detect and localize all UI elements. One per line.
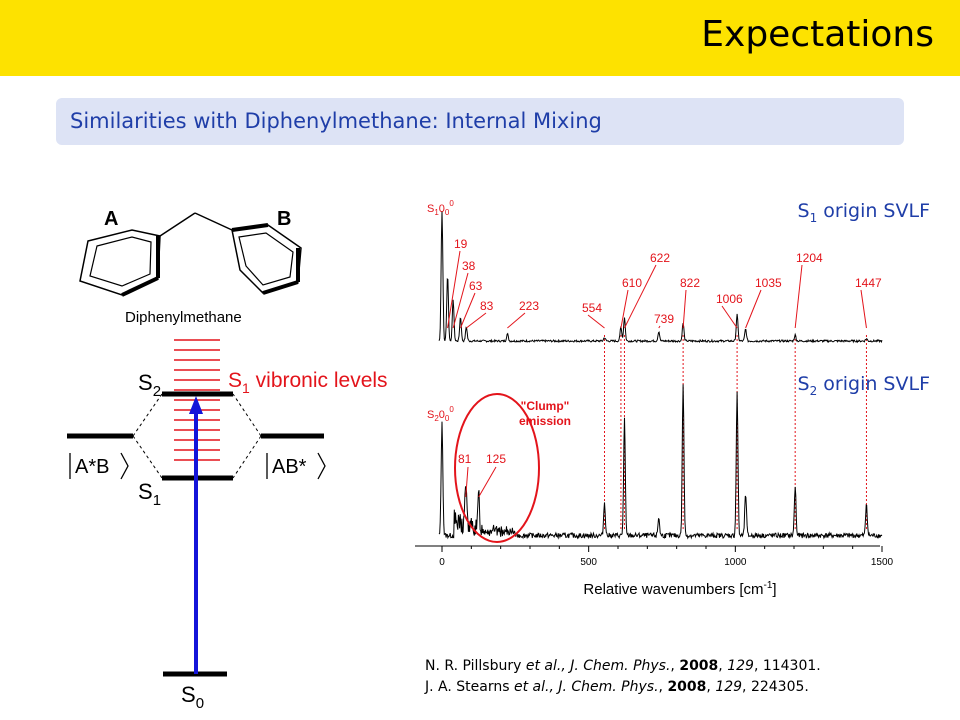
peak-label-connector <box>466 312 487 329</box>
peak-label-connector <box>507 312 526 329</box>
peak-label-connector <box>465 466 469 498</box>
peak-label-connector <box>721 305 738 329</box>
correlation-lines <box>132 393 262 479</box>
peak-label: 38 <box>462 259 476 273</box>
s1-svlf-label: S1 origin SVLF <box>797 200 930 225</box>
peak-label: 1204 <box>796 251 823 265</box>
label-a: A <box>104 208 118 230</box>
peak-label-connector <box>682 289 687 329</box>
dotted-guides <box>604 335 867 530</box>
svg-text:A*B: A*B <box>75 456 109 478</box>
s1-label: S1 <box>138 479 161 509</box>
peak-label-connector <box>794 264 803 329</box>
label-b: B <box>277 208 291 230</box>
reference-1: N. R. Pillsbury et al., J. Chem. Phys., … <box>425 658 821 674</box>
left-ket: A*B <box>69 452 129 480</box>
peak-labels: 19 38 63 83 223 554 610 622 739 822 1006 1035 1204 14… <box>447 237 882 498</box>
diphenylmethane-structure <box>79 212 302 297</box>
peak-label-connector <box>860 289 867 329</box>
s1-svlf-trace <box>438 210 883 344</box>
x-tick-label: 1000 <box>724 557 747 568</box>
clump-emission-ellipse <box>454 393 540 543</box>
molecule-name: Diphenylmethane <box>125 309 242 326</box>
peak-label-connector <box>478 466 497 498</box>
header-banner: Expectations <box>0 0 960 76</box>
page-title: Expectations <box>701 14 934 55</box>
peak-label-connector <box>658 325 661 329</box>
peak-label: 223 <box>519 299 539 313</box>
s1-origin-label: S1000 <box>427 199 454 217</box>
excitation-arrow-head <box>189 396 203 414</box>
svg-text:AB*: AB* <box>272 456 307 478</box>
peak-label: 1035 <box>755 276 782 290</box>
clump-label-line1: "Clump" <box>521 399 570 413</box>
peak-label: 1447 <box>855 276 882 290</box>
peak-label: 81 <box>458 452 472 466</box>
x-tick-label: 1500 <box>871 557 894 568</box>
references: N. R. Pillsbury et al., J. Chem. Phys., … <box>425 656 821 698</box>
s2-label: S2 <box>138 370 161 400</box>
peak-label: 19 <box>454 237 468 251</box>
peak-label-connector <box>460 292 476 329</box>
s2-svlf-label: S2 origin SVLF <box>797 373 930 398</box>
peak-label: 739 <box>654 312 674 326</box>
s2-origin-label: S2000 <box>427 405 454 423</box>
peak-label-connector <box>620 289 629 329</box>
peak-label-connector <box>745 289 762 329</box>
right-ket: AB* <box>266 452 326 480</box>
subtitle-text: Similarities with Diphenylmethane: Inter… <box>70 109 602 133</box>
subtitle-box: Similarities with Diphenylmethane: Inter… <box>56 98 904 145</box>
peak-label-connector <box>587 314 605 329</box>
peak-label: 125 <box>486 452 506 466</box>
clump-label-line2: emission <box>519 414 571 428</box>
reference-2: J. A. Stearns et al., J. Chem. Phys., 20… <box>425 679 809 695</box>
peak-label: 63 <box>469 279 483 293</box>
x-tick-label: 500 <box>580 557 597 568</box>
peak-label-connector <box>452 272 469 329</box>
peak-label: 554 <box>582 301 602 315</box>
peak-label-connector <box>447 250 461 329</box>
peak-label: 822 <box>680 276 700 290</box>
vibronic-levels-label: S1 vibronic levels <box>228 369 388 396</box>
s0-label: S0 <box>181 682 204 712</box>
x-axis-ticks: 0 500 1000 1500 <box>439 546 894 568</box>
svlf-spectra-chart: 19 38 63 83 223 554 610 622 739 822 1006 1035 1204 14… <box>415 199 894 598</box>
peak-label-connector <box>624 264 657 329</box>
peak-label: 83 <box>480 299 494 313</box>
peak-label: 1006 <box>716 292 743 306</box>
peak-label: 622 <box>650 251 670 265</box>
x-tick-label: 0 <box>439 557 445 568</box>
x-axis-label: Relative wavenumbers [cm-1] <box>583 580 776 598</box>
peak-label: 610 <box>622 276 642 290</box>
energy-level-diagram: A B Diphenylmethane S2 S1 S0 S1 vibronic… <box>67 208 388 712</box>
s2-svlf-trace <box>438 384 883 540</box>
